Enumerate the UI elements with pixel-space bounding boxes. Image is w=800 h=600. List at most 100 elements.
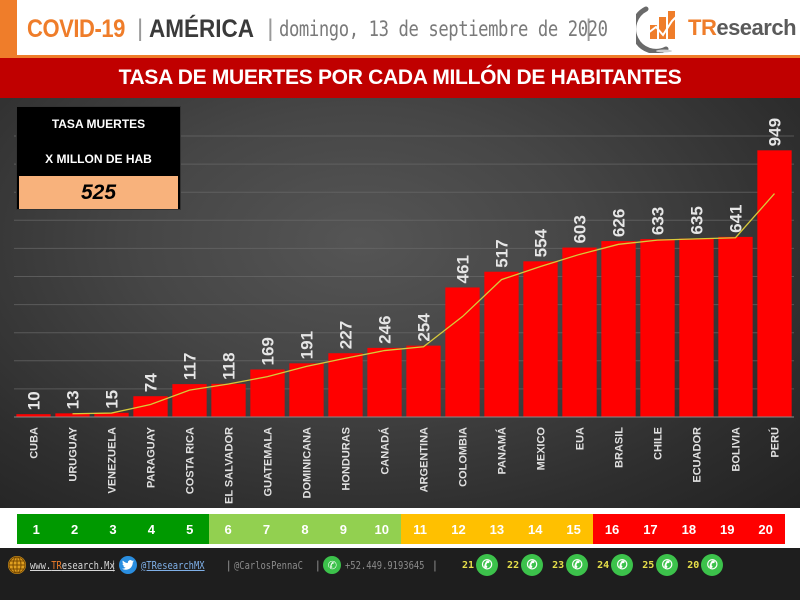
- category-label: ARGENTINA: [419, 427, 431, 492]
- whatsapp-icon[interactable]: ✆: [701, 554, 724, 576]
- category-label: ECUADOR: [692, 427, 704, 483]
- website-rest: esearch.Mx: [61, 558, 115, 572]
- phone-number: +52.449.9193645: [345, 558, 425, 572]
- rank-cell: 7: [247, 514, 286, 544]
- category-label: BOLIVIA: [731, 427, 743, 472]
- twitter-icon[interactable]: [119, 556, 138, 574]
- bar: [16, 414, 51, 417]
- globe-icon: [8, 556, 26, 574]
- whatsapp-icon[interactable]: ✆: [656, 554, 679, 576]
- rank-cell: 2: [55, 514, 94, 544]
- whatsapp-group-number: 21: [462, 559, 475, 571]
- rank-cell: 13: [477, 514, 517, 544]
- data-label: 554: [532, 228, 551, 257]
- twitter-link[interactable]: @TResearchMX: [141, 558, 205, 572]
- bar: [289, 363, 324, 417]
- whatsapp-group-link[interactable]: 24 ✆: [597, 554, 634, 576]
- bar: [523, 261, 558, 417]
- bar: [55, 413, 90, 417]
- rank-cell: 6: [208, 514, 248, 544]
- rank-cell: 18: [669, 514, 709, 544]
- category-label: MEXICO: [536, 427, 548, 471]
- bar: [718, 236, 753, 417]
- whatsapp-group-number: 20: [687, 559, 700, 571]
- category-label: GUATEMALA: [263, 427, 275, 497]
- data-label: 517: [493, 239, 512, 267]
- data-label: 626: [610, 209, 629, 237]
- header-separator: |: [585, 15, 592, 42]
- rank-cell: 12: [439, 514, 478, 544]
- whatsapp-group-link[interactable]: 25 ✆: [642, 554, 679, 576]
- whatsapp-icon[interactable]: ✆: [476, 554, 499, 576]
- logo-suffix: esearch: [716, 15, 797, 40]
- website-link[interactable]: www.TResearch.Mx: [30, 559, 115, 572]
- kpi-label-line2: X MILLON DE HAB: [45, 152, 152, 166]
- whatsapp-group-link[interactable]: 20 ✆: [687, 554, 724, 576]
- rank-strip: 1 2 3 4 5 6 7 8 9 10 11 12 13 14 15 16 17 18 19 20: [17, 514, 785, 544]
- trendline: [72, 193, 775, 415]
- bar: [562, 247, 597, 417]
- bar: [484, 271, 519, 417]
- whatsapp-group-link[interactable]: 22 ✆: [507, 554, 544, 576]
- category-label: EUA: [575, 427, 587, 450]
- whatsapp-icon[interactable]: ✆: [611, 554, 634, 576]
- chart-area: 10 CUBA 13 URUGUAY 15 VENEZUELA 74 PARAGUAY 117 C…: [0, 98, 800, 508]
- data-label: 246: [376, 315, 395, 343]
- bar: [640, 239, 675, 417]
- category-label: EL SALVADOR: [224, 427, 236, 504]
- category-label: COSTA RICA: [185, 427, 197, 494]
- bar-chart: 10 CUBA 13 URUGUAY 15 VENEZUELA 74 PARAGUAY 117 C…: [14, 118, 794, 504]
- data-label: 74: [142, 373, 161, 392]
- data-label: 227: [337, 321, 356, 349]
- whatsapp-icon[interactable]: ✆: [566, 554, 589, 576]
- logo-chart-icon: [631, 6, 679, 54]
- header-topic: COVID-19: [27, 14, 125, 43]
- rank-cell: 14: [516, 514, 555, 544]
- rank-cell: 15: [554, 514, 593, 544]
- kpi-value: 525: [19, 176, 178, 209]
- data-label: 949: [766, 118, 785, 146]
- rank-cell: 20: [746, 514, 785, 544]
- rank-cell: 17: [631, 514, 670, 544]
- header-separator: |: [267, 15, 274, 42]
- bar: [367, 347, 402, 417]
- logo-prefix: TR: [688, 15, 717, 40]
- footer-separator: |: [433, 558, 437, 572]
- whatsapp-group-number: 24: [597, 559, 610, 571]
- rank-cell: 1: [17, 514, 56, 544]
- footer-separator: |: [316, 558, 320, 572]
- category-label: CHILE: [653, 427, 665, 460]
- category-label: CANADÁ: [379, 427, 392, 475]
- footer-contacts: www.TResearch.Mx | @TResearchMX | @Carlo…: [8, 554, 441, 576]
- whatsapp-group-number: 25: [642, 559, 655, 571]
- whatsapp-groups: 21 ✆ 22 ✆ 23 ✆ 24 ✆ 25 ✆ 20 ✆: [462, 551, 732, 579]
- rank-cell: 4: [132, 514, 171, 544]
- data-label: 641: [727, 205, 746, 233]
- rank-cell: 5: [170, 514, 209, 544]
- data-label: 169: [259, 337, 278, 365]
- chart-title-banner: TASA DE MUERTES POR CADA MILLÓN DE HABIT…: [0, 58, 800, 98]
- category-label: VENEZUELA: [107, 427, 119, 494]
- category-label: URUGUAY: [68, 426, 80, 481]
- header-accent-bar: [0, 0, 17, 58]
- footer-separator: |: [227, 558, 231, 572]
- category-label: BRASIL: [614, 427, 626, 468]
- whatsapp-icon[interactable]: ✆: [521, 554, 544, 576]
- category-label: DOMINICANA: [302, 427, 314, 499]
- bar: [679, 238, 714, 417]
- data-label: 15: [103, 390, 122, 409]
- bar: [445, 287, 480, 417]
- bar: [211, 383, 246, 417]
- whatsapp-group-link[interactable]: 21 ✆: [462, 554, 499, 576]
- data-label: 635: [688, 206, 707, 234]
- whatsapp-group-link[interactable]: 23 ✆: [552, 554, 589, 576]
- rank-cell: 19: [708, 514, 747, 544]
- rank-cell: 11: [400, 514, 440, 544]
- rank-cell: 8: [285, 514, 325, 544]
- data-label: 633: [649, 207, 668, 235]
- logo-wordmark: TResearch: [688, 15, 797, 41]
- data-label: 117: [181, 353, 200, 380]
- category-label: PANAMÁ: [496, 427, 509, 475]
- whatsapp-icon[interactable]: ✆: [323, 556, 342, 574]
- kpi-label-line1: TASA MUERTES: [51, 117, 146, 131]
